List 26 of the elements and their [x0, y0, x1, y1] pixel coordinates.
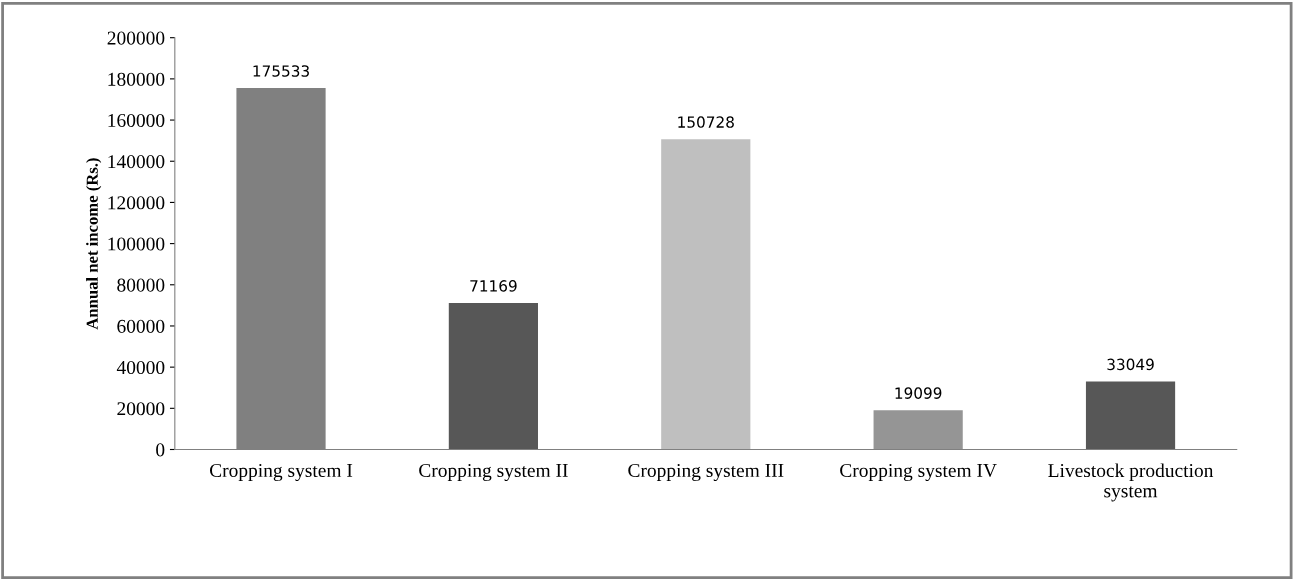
bar: [873, 410, 963, 450]
y-tick-label: 160000: [108, 113, 165, 127]
y-tick-label: 0: [156, 443, 165, 457]
x-tick-label: Cropping system IV: [840, 463, 997, 482]
x-tick-label: Cropping system I: [209, 463, 353, 482]
x-tick-label: Livestock production system: [1048, 463, 1214, 502]
y-tick-label: 200000: [107, 31, 165, 45]
bar: [448, 302, 538, 450]
y-tick-label: 120000: [108, 196, 165, 210]
y-tick-label: 180000: [108, 72, 165, 86]
y-tick-label: 100000: [108, 237, 165, 251]
data-label: 175533: [253, 65, 309, 77]
data-label: 150728: [678, 116, 734, 128]
y-tick-label: 80000: [117, 278, 165, 292]
y-tick-label: 60000: [117, 319, 165, 333]
y-tick-label: 40000: [116, 360, 165, 375]
x-tick-label: Cropping system III: [628, 463, 784, 482]
data-label: 33049: [1107, 358, 1154, 371]
data-label: 19099: [895, 387, 942, 399]
y-tick-label: 20000: [117, 402, 165, 416]
bar: [1085, 381, 1176, 450]
data-label: 71169: [470, 280, 517, 292]
x-tick-label: Cropping system II: [419, 463, 568, 482]
bar: [661, 139, 751, 450]
y-tick-label: 140000: [108, 155, 165, 169]
y-axis-title: Annual net income (Rs.): [86, 158, 102, 330]
